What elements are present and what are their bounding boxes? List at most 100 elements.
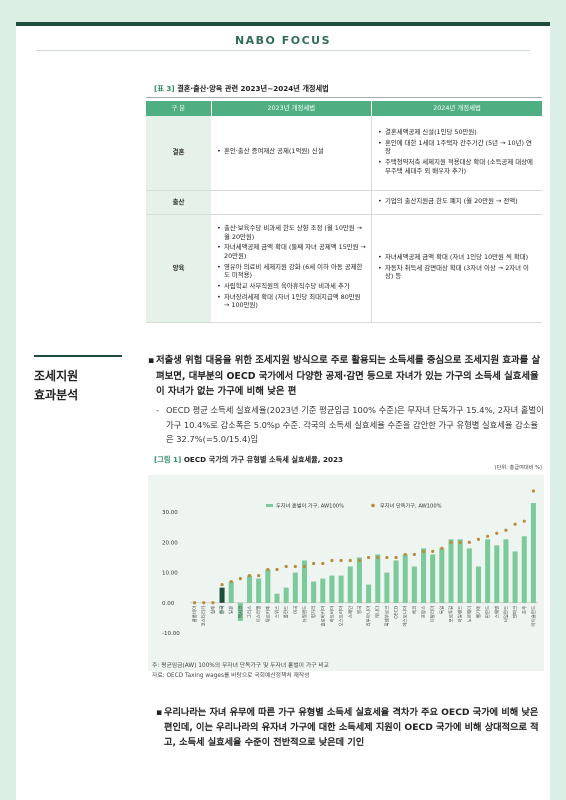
bar	[503, 539, 509, 603]
dot-point	[394, 555, 398, 560]
table-list-item: 자녀세액공제 금액 확대 (자녀 1인당 10만원 씩 확대)	[378, 253, 537, 262]
x-tick-label: 한국	[219, 606, 226, 614]
x-tick-label: 라트비아	[328, 605, 335, 622]
table-list-item: 결혼세액공제 신설(1인당 50만원)	[378, 128, 537, 137]
bar	[448, 539, 454, 603]
main-paragraph: ▪ 저출생 위험 대응을 위한 조세지원 방식으로 주로 활용되는 소득세를 중심…	[148, 353, 544, 400]
x-tick-label: 체코	[411, 606, 418, 614]
bar	[375, 554, 381, 603]
table-list-item: 출산·보육수당 비과세 한도 상향 조정 (월 10만원 → 월 20만원)	[217, 224, 366, 241]
bar	[530, 503, 536, 603]
chart-svg: -10.00 0.00 10.00 20.00 30.00 두자녀 홑벌이 가구, AW1…	[162, 489, 538, 637]
bar	[466, 548, 472, 603]
x-tick-label: 코스타리카	[200, 606, 207, 627]
x-tick-label: 룩셈부르크	[383, 606, 390, 627]
dot-point	[458, 540, 462, 544]
figure-source: 자료: OECD Taxing wages를 바탕으로 국회예산정책처 재작성	[152, 672, 310, 679]
x-tick-label: 영국	[356, 606, 363, 614]
figure-caption: [그림 1] OECD 국가의 가구 유형별 소득세 실효세율, 2023	[154, 455, 343, 465]
section-rule	[34, 355, 122, 357]
x-tick-label: 벨기에	[475, 606, 482, 618]
row-y2023-cell	[211, 190, 372, 215]
table-list-item: 혼인·출산 증여재산 공제(1억원) 신설	[217, 147, 366, 156]
bar	[237, 602, 243, 621]
x-tick-label: 포르투갈	[448, 606, 455, 623]
bar	[247, 575, 253, 603]
table-row: 출산 기업의 출산지원금 한도 폐지 (월 20만원 → 전액)	[146, 190, 542, 215]
x-tick-label: 멕시코	[237, 606, 244, 618]
dot-point	[275, 567, 279, 572]
row-y2023-cell: 혼인·출산 증여재산 공제(1억원) 신설	[211, 116, 372, 191]
row-category: 출산	[146, 190, 211, 215]
table-caption-tag: [표 3]	[154, 84, 175, 93]
bar	[402, 554, 408, 603]
x-tick-label: 독일	[438, 606, 445, 614]
nabo-focus-logo: NABO FOCUS	[234, 34, 332, 47]
row-y2024-cell: 기업의 출산지원금 한도 폐지 (월 20만원 → 전액)	[371, 190, 542, 215]
x-tick-label: 네덜란드	[502, 606, 509, 623]
bar	[421, 548, 427, 603]
table-caption-text: 결혼·출산·양육 관련 2023년~2024년 개정세법	[174, 84, 329, 93]
dot-point	[504, 528, 508, 532]
x-tick-label: 오스트리아	[338, 605, 345, 627]
x-tick-label: OECD	[394, 605, 400, 619]
header-divider	[36, 50, 530, 51]
dot-point	[330, 558, 334, 563]
conclusion-paragraph: ▪ 우리나라는 자녀 유무에 따른 가구 유형별 소득세 실효세율 격차가 주요 …	[156, 705, 544, 751]
dot-point	[486, 534, 490, 538]
x-tick-label: 미국	[292, 606, 299, 614]
bullet-marker: ▪	[156, 707, 163, 718]
legend-swatch-0	[266, 504, 273, 507]
dot-point	[476, 537, 481, 541]
dot-point	[302, 564, 307, 569]
sub-paragraph-text: OECD 평균 소득세 실효세율(2023년 기준 평균임금 100% 수준)은…	[166, 405, 544, 445]
dot-point	[366, 555, 371, 560]
x-tick-label: 헝가리	[310, 606, 317, 618]
bar	[512, 551, 518, 603]
legend-swatch-1	[371, 503, 375, 508]
header-2023: 2023년 개정세법	[211, 101, 372, 116]
main-paragraph-text: 저출생 위험 대응을 위한 조세지원 방식으로 주로 활용되는 소득세를 중심으…	[156, 355, 541, 398]
page-header: NABO FOCUS	[16, 22, 550, 56]
dot-point	[257, 573, 261, 578]
x-tick-label: 일본	[228, 606, 235, 614]
x-tick-label: 칠레	[209, 606, 216, 614]
x-tick-label: 아일랜드	[457, 606, 464, 623]
x-tick-label: 폴란드	[283, 606, 290, 618]
bar	[356, 557, 362, 603]
y-tick-label: 0.00	[162, 601, 175, 607]
x-tick-label: 호주	[522, 606, 528, 614]
table-list-item: 자녀장려세제 확대 (자녀 1인당 최대지급액 80만원 → 100만원)	[217, 293, 366, 310]
dot-point	[449, 540, 453, 544]
bar	[439, 548, 445, 603]
y-tick-label: -10.00	[162, 631, 180, 637]
table-list-item: 영유아 의료비 세제지원 강화 (6세 이하 아동 공제한도 미적용)	[217, 263, 366, 280]
row-y2024-cell: 자녀세액공제 금액 확대 (자녀 1인당 10만원 씩 확대) 자동차 취득세 감…	[371, 214, 542, 323]
bar	[283, 587, 289, 603]
bar	[485, 539, 491, 603]
dot-point	[220, 583, 224, 587]
table-body: 결혼 혼인·출산 증여재산 공제(1억원) 신설 결혼세액공제 신설(1인당 50만…	[146, 116, 542, 323]
bar	[292, 572, 298, 603]
table-caption: [표 3] 결혼·출산·양육 관련 2023년~2024년 개정세법	[154, 84, 329, 94]
legend-label-1: 무자녀 단독가구, AW100%	[380, 502, 442, 510]
bar	[219, 587, 225, 603]
bar	[228, 581, 234, 603]
bar	[301, 560, 307, 603]
dot-point	[348, 558, 352, 563]
dot-point	[531, 489, 536, 493]
x-tick-label: 스페인	[347, 606, 354, 618]
dot-point	[266, 567, 270, 572]
dot-point	[238, 577, 242, 581]
bar	[256, 578, 262, 603]
bar	[329, 575, 335, 603]
dot-point	[513, 522, 517, 526]
dot-point	[522, 519, 526, 523]
table-list-item: 주택청약저축 세제지원 적용대상 확대 (소득공제 대상에 무주택 세대주 외 …	[378, 158, 537, 175]
x-tick-label: 뉴질랜드	[301, 606, 308, 623]
y-tick-label: 20.00	[162, 540, 178, 546]
dot-point	[247, 573, 252, 578]
figure-caption-text: OECD 국가의 가구 유형별 소득세 실효세율, 2023	[181, 455, 344, 464]
row-category: 결혼	[146, 116, 211, 191]
dot-point	[495, 531, 499, 535]
